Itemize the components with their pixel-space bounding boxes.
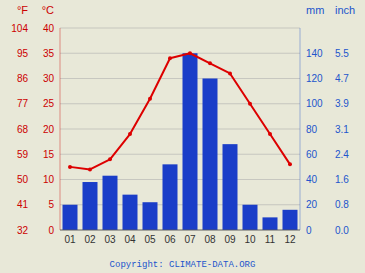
y2-label: mm xyxy=(306,4,324,16)
y2-tick-label: 0 xyxy=(306,225,312,236)
grid-line xyxy=(60,28,300,29)
y2-tick-label: 60 xyxy=(306,149,318,160)
y2-tick-label: 40 xyxy=(306,174,318,185)
marker xyxy=(148,97,152,101)
x-axis-line xyxy=(60,230,300,231)
x-tick-label: 08 xyxy=(204,234,216,245)
marks xyxy=(63,51,298,230)
grid-line xyxy=(60,129,300,130)
x-tick-label: 10 xyxy=(244,234,256,245)
y-alt-tick-label: 86 xyxy=(17,73,29,84)
chart: 0102030405060708091011120510152025303540… xyxy=(0,0,365,273)
bar xyxy=(243,205,258,230)
y2-alt-tick-label: 4.7 xyxy=(335,73,349,84)
bar xyxy=(283,210,298,230)
y2-tick-label: 140 xyxy=(306,48,323,59)
x-tick-label: 07 xyxy=(184,234,196,245)
y-tick-label: 10 xyxy=(43,174,55,185)
y-alt-tick-label: 32 xyxy=(17,225,29,236)
background xyxy=(0,0,365,273)
y-tick-label: 40 xyxy=(43,23,55,34)
y-label: °C xyxy=(42,4,54,16)
bar xyxy=(143,202,158,230)
y2-axis-line xyxy=(300,28,301,230)
bar xyxy=(223,144,238,230)
bar xyxy=(63,205,78,230)
x-tick-label: 11 xyxy=(265,234,276,245)
marker xyxy=(108,157,112,161)
y-tick-label: 35 xyxy=(43,48,55,59)
marker xyxy=(268,132,272,136)
y-axis-line xyxy=(60,28,61,230)
y-alt-tick-label: 41 xyxy=(17,199,29,210)
y-alt-tick-label: 77 xyxy=(17,98,29,109)
marker xyxy=(208,61,212,65)
grid-line xyxy=(60,78,300,79)
marker xyxy=(88,167,92,171)
y2-alt-tick-label: 3.1 xyxy=(335,124,349,135)
bar xyxy=(203,79,218,231)
x-tick-label: 05 xyxy=(144,234,156,245)
bar xyxy=(163,164,178,230)
x-tick-label: 02 xyxy=(84,234,96,245)
bar xyxy=(103,176,118,230)
x-tick-label: 12 xyxy=(284,234,296,245)
y2-alt-tick-label: 5.5 xyxy=(335,48,349,59)
y-tick-label: 25 xyxy=(43,98,55,109)
y-tick-label: 5 xyxy=(48,199,54,210)
y-alt-label: °F xyxy=(17,4,28,16)
bar xyxy=(183,53,198,230)
y2-tick-label: 80 xyxy=(306,124,318,135)
marker xyxy=(248,102,252,106)
marker xyxy=(68,165,72,169)
y-tick-label: 30 xyxy=(43,73,55,84)
y-alt-tick-label: 59 xyxy=(17,149,29,160)
marker xyxy=(228,71,232,75)
marker xyxy=(288,162,292,166)
y-tick-label: 15 xyxy=(43,149,55,160)
x-tick-label: 01 xyxy=(64,234,76,245)
y2-tick-label: 120 xyxy=(306,73,323,84)
annotation: Copyright: CLIMATE-DATA.ORG xyxy=(110,260,256,270)
x-tick-label: 03 xyxy=(104,234,116,245)
y2-tick-label: 100 xyxy=(306,98,323,109)
y2-alt-label: inch xyxy=(335,4,355,16)
bar xyxy=(263,217,278,230)
grid-line xyxy=(60,154,300,155)
x-tick-label: 09 xyxy=(224,234,236,245)
y-alt-tick-label: 104 xyxy=(11,23,28,34)
x-tick-label: 06 xyxy=(164,234,176,245)
y-alt-tick-label: 95 xyxy=(17,48,29,59)
y-alt-tick-label: 50 xyxy=(17,174,29,185)
grid-line xyxy=(60,179,300,180)
y2-alt-tick-label: 1.6 xyxy=(335,174,349,185)
bar xyxy=(83,182,98,230)
y2-alt-tick-label: 3.9 xyxy=(335,98,349,109)
bar xyxy=(123,195,138,230)
grid xyxy=(60,28,300,230)
grid-line xyxy=(60,230,300,231)
y2-alt-tick-label: 0.0 xyxy=(335,225,349,236)
y2-alt-tick-label: 2.4 xyxy=(335,149,349,160)
marker xyxy=(188,51,192,55)
y-alt-tick-label: 68 xyxy=(17,124,29,135)
marker xyxy=(128,132,132,136)
grid-line xyxy=(60,103,300,104)
y2-alt-tick-label: 0.8 xyxy=(335,199,349,210)
y-tick-label: 20 xyxy=(43,124,55,135)
y2-tick-label: 20 xyxy=(306,199,318,210)
grid-line xyxy=(60,53,300,54)
line xyxy=(70,53,290,169)
x-tick-label: 04 xyxy=(124,234,136,245)
marker xyxy=(168,56,172,60)
y-tick-label: 0 xyxy=(48,225,54,236)
